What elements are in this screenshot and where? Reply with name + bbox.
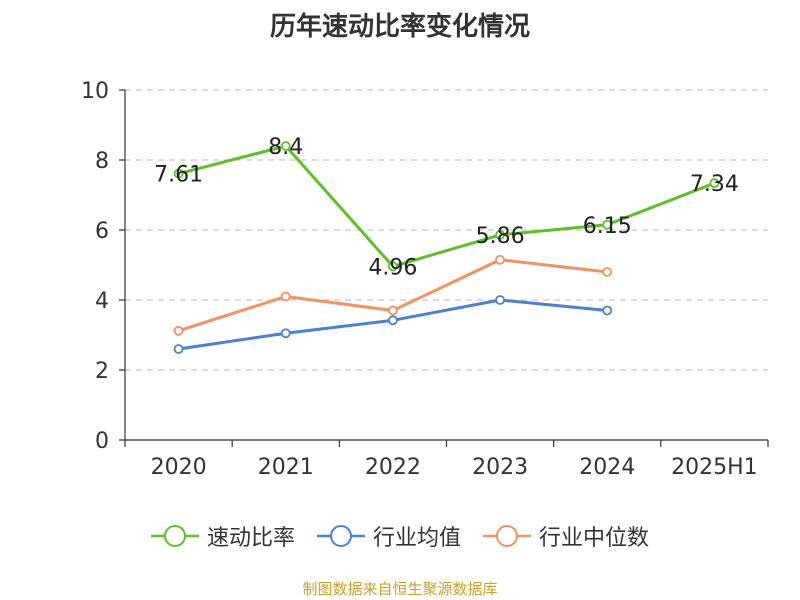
legend: 速动比率 行业均值 行业中位数 (0, 520, 800, 552)
data-point (173, 325, 184, 336)
legend-marker-icon (483, 525, 531, 547)
data-point (495, 254, 505, 265)
legend-marker-icon (150, 525, 199, 547)
y-tick-label: 0 (95, 429, 109, 454)
data-point (495, 229, 505, 240)
data-point (602, 219, 613, 230)
x-tick-label: 2022 (365, 455, 421, 480)
y-tick-label: 8 (95, 149, 109, 174)
data-label: 4.96 (368, 255, 417, 280)
x-tick-label: 2025H1 (671, 455, 758, 480)
data-point (388, 261, 398, 272)
data-point (495, 295, 505, 305)
data-point (388, 315, 398, 326)
x-tick-label: 2023 (472, 455, 528, 480)
data-point (280, 141, 291, 151)
data-point (280, 291, 291, 302)
data-label: 6.15 (583, 214, 632, 239)
x-tick-label: 2020 (151, 455, 207, 480)
data-point (709, 178, 720, 189)
legend-item-quick-ratio[interactable]: 速动比率 (150, 520, 295, 552)
axis-layer: 0 2 4 6 8 10 2020 2021 2022 2023 2024 2025H1 (81, 79, 769, 480)
data-label: 8.4 (268, 135, 303, 160)
data-label: 7.61 (154, 163, 203, 188)
legend-marker-icon (316, 525, 365, 547)
data-label-layer: 7.61 8.4 4.96 5.86 6.15 7.34 (154, 135, 739, 280)
data-point (173, 168, 184, 179)
series-line-0 (178, 144, 715, 268)
data-point (388, 305, 398, 316)
y-tick-label: 10 (81, 79, 109, 104)
legend-label: 速动比率 (206, 526, 295, 551)
legend-item-industry-mean[interactable]: 行业均值 (316, 520, 461, 552)
data-point (173, 344, 184, 354)
y-tick-label: 6 (95, 219, 109, 244)
y-tick-label: 4 (95, 289, 109, 314)
chart-title: 历年速动比率变化情况 (269, 12, 530, 42)
x-tick-label: 2021 (258, 455, 314, 480)
series-layer (173, 141, 720, 354)
data-label: 7.34 (690, 172, 739, 197)
data-point (602, 305, 613, 316)
source-note: 制图数据来自恒生聚源数据库 (302, 580, 498, 598)
x-tick-label: 2024 (579, 455, 635, 480)
legend-item-industry-median[interactable]: 行业中位数 (483, 520, 649, 552)
grid-layer (125, 89, 768, 371)
data-point (280, 328, 291, 339)
legend-label: 行业中位数 (539, 526, 650, 551)
y-tick-label: 2 (95, 359, 109, 384)
data-point (602, 267, 613, 277)
data-label: 5.86 (476, 224, 525, 249)
legend-label: 行业均值 (372, 526, 461, 551)
